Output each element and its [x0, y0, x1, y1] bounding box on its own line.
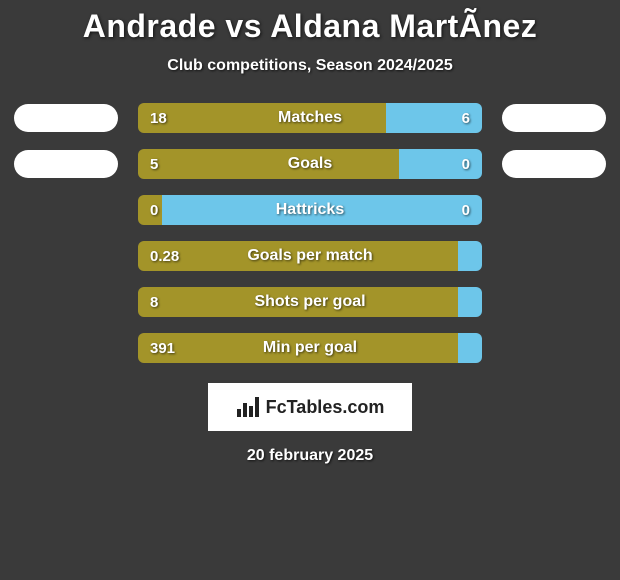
date-text: 20 february 2025 — [0, 447, 620, 465]
stat-left-value: 0.28 — [150, 248, 179, 265]
stat-row: 00Hattricks — [0, 195, 620, 225]
stat-row: 50Goals — [0, 149, 620, 179]
stat-right-value: 0 — [462, 156, 470, 173]
stat-left-value: 8 — [150, 294, 158, 311]
stat-bar: 00Hattricks — [138, 195, 482, 225]
stat-left-value: 391 — [150, 340, 175, 357]
stat-bar: 8Shots per goal — [138, 287, 482, 317]
stat-row: 0.28Goals per match — [0, 241, 620, 271]
stats-list: 186Matches50Goals00Hattricks0.28Goals pe… — [0, 103, 620, 363]
stat-row: 186Matches — [0, 103, 620, 133]
logo-text: FcTables.com — [266, 397, 385, 418]
page-subtitle: Club competitions, Season 2024/2025 — [0, 57, 620, 75]
stat-bar: 391Min per goal — [138, 333, 482, 363]
stat-right-value: 0 — [462, 202, 470, 219]
stat-row: 391Min per goal — [0, 333, 620, 363]
page-title: Andrade vs Aldana MartÃnez — [0, 8, 620, 45]
bars-icon — [236, 397, 260, 417]
stat-left-value: 0 — [150, 202, 158, 219]
left-badge — [14, 150, 118, 178]
right-badge — [502, 104, 606, 132]
stat-bar: 0.28Goals per match — [138, 241, 482, 271]
stat-left-value: 18 — [150, 110, 167, 127]
stat-row: 8Shots per goal — [0, 287, 620, 317]
stat-bar: 186Matches — [138, 103, 482, 133]
stat-left-value: 5 — [150, 156, 158, 173]
fctables-logo: FcTables.com — [208, 383, 412, 431]
stat-right-value: 6 — [462, 110, 470, 127]
right-badge — [502, 150, 606, 178]
stat-bar: 50Goals — [138, 149, 482, 179]
left-badge — [14, 104, 118, 132]
